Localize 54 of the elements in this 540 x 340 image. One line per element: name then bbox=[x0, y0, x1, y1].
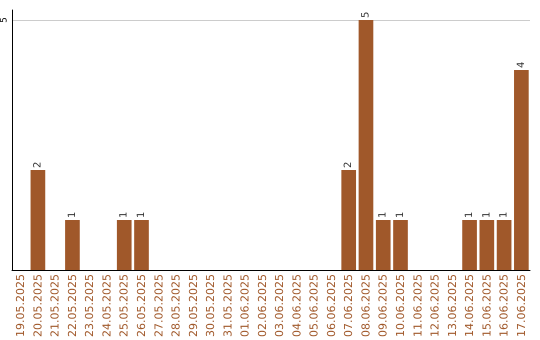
data-label: 1 bbox=[118, 212, 130, 218]
bar bbox=[393, 220, 408, 270]
x-tick-label: 11.06.2025 bbox=[411, 274, 424, 337]
x-tick-label: 16.06.2025 bbox=[498, 274, 511, 337]
x-tick-label: 14.06.2025 bbox=[463, 274, 476, 337]
x-tick-label: 10.06.2025 bbox=[394, 274, 407, 337]
bar bbox=[358, 20, 374, 270]
x-tick-label: 19.05.2025 bbox=[14, 274, 28, 337]
data-label: 2 bbox=[343, 162, 354, 168]
data-label: 1 bbox=[395, 212, 406, 218]
bar bbox=[479, 220, 494, 270]
x-tick-label: 25.05.2025 bbox=[118, 274, 131, 337]
x-tick-label: 29.05.2025 bbox=[186, 274, 200, 337]
bar bbox=[65, 220, 80, 270]
data-label: 1 bbox=[498, 212, 510, 218]
x-tick-label: 17.06.2025 bbox=[514, 274, 528, 337]
x-tick-label: 12.06.2025 bbox=[428, 274, 442, 337]
bar bbox=[134, 220, 149, 270]
x-tick-label: 13.06.2025 bbox=[446, 274, 459, 337]
x-tick-label: 21.05.2025 bbox=[48, 274, 62, 337]
x-tick-label: 23.05.2025 bbox=[83, 274, 96, 337]
x-tick-label: 09.06.2025 bbox=[376, 274, 390, 337]
bar bbox=[376, 220, 391, 270]
x-tick-label: 22.05.2025 bbox=[66, 274, 79, 337]
x-tick-label: 05.06.2025 bbox=[308, 274, 321, 337]
data-label: 1 bbox=[136, 212, 147, 218]
data-label: 5 bbox=[360, 12, 372, 18]
x-tick-label: 15.06.2025 bbox=[480, 274, 494, 337]
x-tick-label: 01.06.2025 bbox=[238, 274, 252, 337]
x-tick-label: 08.06.2025 bbox=[359, 274, 372, 337]
data-label: 2 bbox=[32, 162, 44, 168]
data-label: 4 bbox=[516, 62, 527, 68]
data-label: 1 bbox=[378, 212, 389, 218]
data-label: 1 bbox=[481, 212, 492, 218]
x-tick-label: 26.05.2025 bbox=[135, 274, 148, 337]
x-tick-label: 28.05.2025 bbox=[170, 274, 183, 337]
data-label: 1 bbox=[66, 212, 78, 218]
x-tick-label: 30.05.2025 bbox=[204, 274, 218, 337]
x-tick-label: 03.06.2025 bbox=[273, 274, 286, 337]
x-tick-label: 24.05.2025 bbox=[100, 274, 114, 337]
x-tick-label: 02.06.2025 bbox=[256, 274, 269, 337]
bar bbox=[514, 70, 529, 270]
x-tick-label: 04.06.2025 bbox=[290, 274, 304, 337]
bar bbox=[341, 170, 356, 270]
bar bbox=[462, 220, 477, 270]
bar bbox=[116, 220, 132, 270]
x-tick-label: 31.05.2025 bbox=[221, 274, 234, 337]
bar bbox=[30, 170, 46, 270]
x-tick-label: 07.06.2025 bbox=[342, 274, 356, 337]
bar bbox=[496, 220, 512, 270]
x-tick-label: 06.06.2025 bbox=[324, 274, 338, 337]
x-tick-label: 20.05.2025 bbox=[31, 274, 44, 337]
data-label: 1 bbox=[464, 212, 476, 218]
x-tick-label: 27.05.2025 bbox=[152, 274, 166, 337]
